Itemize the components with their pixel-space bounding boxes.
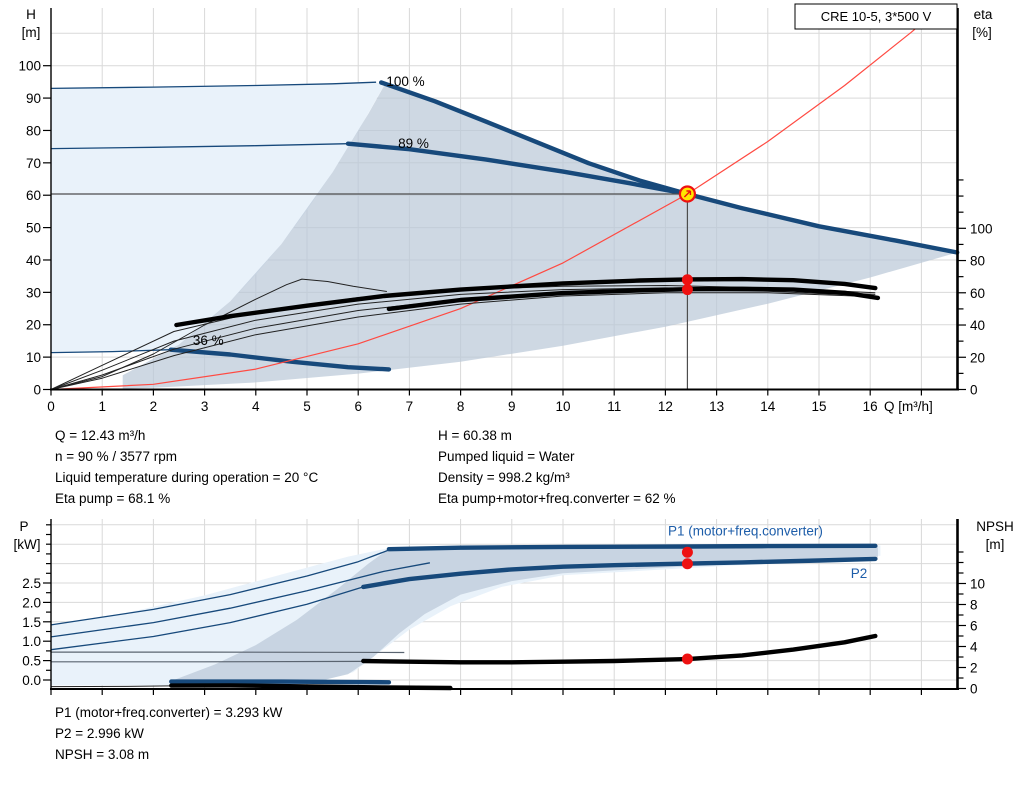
npsh-curve [363,636,875,662]
x-axis-title-q: Q [m³/h] [884,399,933,414]
left-tick-label: 10 [26,350,41,365]
right-tick-label: 20 [970,350,985,365]
left-tick-label: 40 [26,253,41,268]
left-tick-label: 60 [26,188,41,203]
curve-label: 100 % [386,74,424,89]
info-density: Density = 998.2 kg/m³ [438,470,570,485]
power-npsh-chart-area[interactable]: 0.0 0.5 1.0 1.5 2.0 2.5 0 2 4 6 8 10 P1 (motor+freq.… [22,519,985,697]
left-tick-label: 2.5 [22,576,41,591]
left-tick-label: 70 [26,156,41,171]
y-axis-unit-p: [kW] [14,537,41,552]
duty-info-right: H = 60.38 m Pumped liquid = Water Densit… [438,428,676,506]
y-axis-unit-eta: [%] [972,25,992,40]
left-tick-label: 0 [33,383,41,398]
right-tick-label: 6 [970,619,978,634]
left-tick-label: 2.0 [22,595,41,610]
right-tick-label: 8 [970,598,978,613]
y-axis-title-p: P [19,519,28,534]
x-tick-label: 4 [252,399,260,414]
x-tick-label: 5 [303,399,311,414]
x-tick-label: 6 [354,399,362,414]
x-tick-label: 10 [555,399,570,414]
curve-label: 36 % [193,333,224,348]
left-tick-label: 50 [26,221,41,236]
left-tick-label: 30 [26,285,41,300]
right-tick-label: 10 [970,577,985,592]
y-axis-unit-npsh: [m] [986,537,1005,552]
curve-label: P2 [851,566,868,581]
info-eta-pump: Eta pump = 68.1 % [55,491,170,506]
y-axis-title-eta: eta [974,7,993,22]
p-min-speed-segment [171,682,389,683]
operating-envelopes [51,545,880,685]
npsh-min-thin [51,686,171,687]
pump-type-box: CRE 10-5, 3*500 V [795,4,957,29]
info-h: H = 60.38 m [438,428,512,443]
x-tick-label: 12 [658,399,673,414]
right-tick-label: 2 [970,661,978,676]
npsh-min-segment [171,685,450,688]
curve-label: 89 % [398,136,429,151]
right-tick-label: 80 [970,254,985,269]
right-tick-label: 4 [970,640,978,655]
left-tick-label: 90 [26,91,41,106]
x-tick-label: 16 [863,399,878,414]
x-tick-label: 11 [607,399,621,414]
curve-label: P1 (motor+freq.converter) [668,524,823,539]
x-tick-label: 1 [98,399,106,414]
left-tick-label: 0.0 [22,673,41,688]
x-tick-label: 0 [47,399,55,414]
x-tick-label: 2 [150,399,158,414]
x-tick-label: 3 [201,399,209,414]
info-q: Q = 12.43 m³/h [55,428,145,443]
right-tick-label: 100 [970,221,993,236]
info-npsh: NPSH = 3.08 m [55,747,149,762]
left-tick-label: 80 [26,123,41,138]
x-tick-label: 9 [508,399,516,414]
info-speed: n = 90 % / 3577 rpm [55,449,177,464]
left-tick-label: 100 [18,59,41,74]
npsh-point [682,653,693,664]
eta-pump-point [682,274,693,285]
right-tick-label: 60 [970,286,985,301]
y-axis-unit-h: [m] [22,25,41,40]
y-axis-title-h: H [26,7,36,22]
info-p1: P1 (motor+freq.converter) = 3.293 kW [55,705,283,720]
left-tick-label: 0.5 [22,654,41,669]
x-tick-label: 15 [811,399,826,414]
x-tick-label: 7 [406,399,414,414]
info-eta-total: Eta pump+motor+freq.converter = 62 % [438,491,676,506]
left-tick-label: 1.5 [22,615,41,630]
x-tick-label: 13 [709,399,724,414]
p2-point [682,558,693,569]
left-tick-label: 1.0 [22,634,41,649]
right-tick-label: 0 [970,682,978,697]
left-tick-label: 20 [26,318,41,333]
info-liquid-temp: Liquid temperature during operation = 20… [55,470,318,485]
duty-info-left: Q = 12.43 m³/h n = 90 % / 3577 rpm Liqui… [55,428,318,506]
x-tick-label: 8 [457,399,465,414]
eta-total-point [682,284,693,295]
right-tick-label: 40 [970,318,985,333]
pump-type-label: CRE 10-5, 3*500 V [821,9,932,24]
info-pumped-liquid: Pumped liquid = Water [438,449,575,464]
p1-point [682,547,693,558]
y-axis-title-npsh: NPSH [976,519,1014,534]
duty-info-bottom: P1 (motor+freq.converter) = 3.293 kW P2 … [55,705,283,762]
info-p2: P2 = 2.996 kW [55,726,144,741]
right-tick-label: 0 [970,383,978,398]
x-tick-label: 14 [760,399,776,414]
